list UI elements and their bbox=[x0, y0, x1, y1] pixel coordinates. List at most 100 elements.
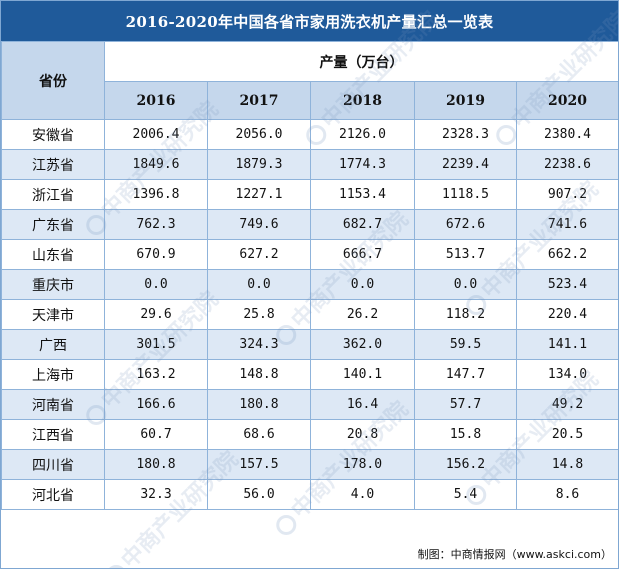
value-cell: 1396.8 bbox=[104, 179, 208, 210]
value-cell: 29.6 bbox=[104, 299, 208, 330]
value-cell: 627.2 bbox=[207, 239, 311, 270]
value-cell: 32.3 bbox=[104, 479, 208, 510]
province-cell: 河北省 bbox=[1, 479, 105, 510]
table-row: 四川省 180.8 157.5 178.0 156.2 14.8 bbox=[1, 449, 618, 480]
value-cell: 118.2 bbox=[414, 299, 517, 330]
value-cell: 1849.6 bbox=[104, 149, 208, 180]
value-cell: 180.8 bbox=[207, 389, 311, 420]
value-cell: 0.0 bbox=[104, 269, 208, 300]
value-cell: 5.4 bbox=[414, 479, 517, 510]
table-title: 2016-2020年中国各省市家用洗衣机产量汇总一览表 bbox=[1, 1, 618, 41]
value-cell: 178.0 bbox=[310, 449, 415, 480]
province-cell: 安徽省 bbox=[1, 119, 105, 150]
value-cell: 134.0 bbox=[516, 359, 618, 390]
value-cell: 59.5 bbox=[414, 329, 517, 360]
table-row: 江苏省 1849.6 1879.3 1774.3 2239.4 2238.6 bbox=[1, 149, 618, 180]
province-cell: 重庆市 bbox=[1, 269, 105, 300]
province-cell: 江西省 bbox=[1, 419, 105, 450]
table-body: 安徽省 2006.4 2056.0 2126.0 2328.3 2380.4 江苏省 1849… bbox=[1, 119, 618, 510]
value-cell: 49.2 bbox=[516, 389, 618, 420]
value-cell: 141.1 bbox=[516, 329, 618, 360]
value-cell: 907.2 bbox=[516, 179, 618, 210]
value-cell: 0.0 bbox=[414, 269, 517, 300]
table-row: 河南省 166.6 180.8 16.4 57.7 49.2 bbox=[1, 389, 618, 420]
table-row: 河北省 32.3 56.0 4.0 5.4 8.6 bbox=[1, 479, 618, 510]
value-cell: 16.4 bbox=[310, 389, 415, 420]
value-cell: 0.0 bbox=[207, 269, 311, 300]
value-cell: 14.8 bbox=[516, 449, 618, 480]
value-cell: 2328.3 bbox=[414, 119, 517, 150]
value-cell: 670.9 bbox=[104, 239, 208, 270]
value-cell: 513.7 bbox=[414, 239, 517, 270]
value-cell: 25.8 bbox=[207, 299, 311, 330]
year-header: 2019 bbox=[414, 81, 517, 120]
value-cell: 180.8 bbox=[104, 449, 208, 480]
source-note: 制图：中商情报网（www.askci.com） bbox=[417, 548, 612, 561]
value-cell: 1153.4 bbox=[310, 179, 415, 210]
value-cell: 662.2 bbox=[516, 239, 618, 270]
value-cell: 749.6 bbox=[207, 209, 311, 240]
watermark-logo-icon bbox=[272, 510, 301, 540]
value-cell: 0.0 bbox=[310, 269, 415, 300]
value-cell: 166.6 bbox=[104, 389, 208, 420]
value-cell: 156.2 bbox=[414, 449, 517, 480]
table-row: 浙江省 1396.8 1227.1 1153.4 1118.5 907.2 bbox=[1, 179, 618, 210]
province-cell: 广东省 bbox=[1, 209, 105, 240]
value-cell: 163.2 bbox=[104, 359, 208, 390]
value-cell: 20.8 bbox=[310, 419, 415, 450]
province-cell: 江苏省 bbox=[1, 149, 105, 180]
table-row: 重庆市 0.0 0.0 0.0 0.0 523.4 bbox=[1, 269, 618, 300]
value-cell: 762.3 bbox=[104, 209, 208, 240]
value-cell: 60.7 bbox=[104, 419, 208, 450]
value-cell: 1118.5 bbox=[414, 179, 517, 210]
value-cell: 666.7 bbox=[310, 239, 415, 270]
value-cell: 140.1 bbox=[310, 359, 415, 390]
value-cell: 682.7 bbox=[310, 209, 415, 240]
province-cell: 天津市 bbox=[1, 299, 105, 330]
year-header-row: 2016 2017 2018 2019 2020 bbox=[2, 81, 618, 120]
value-cell: 324.3 bbox=[207, 329, 311, 360]
table-row: 广西 301.5 324.3 362.0 59.5 141.1 bbox=[1, 329, 618, 360]
province-header: 省份 bbox=[1, 41, 105, 120]
value-cell: 147.7 bbox=[414, 359, 517, 390]
watermark-logo-icon bbox=[102, 560, 131, 568]
value-cell: 2238.6 bbox=[516, 149, 618, 180]
value-cell: 20.5 bbox=[516, 419, 618, 450]
value-cell: 148.8 bbox=[207, 359, 311, 390]
year-header: 2018 bbox=[310, 81, 415, 120]
province-cell: 山东省 bbox=[1, 239, 105, 270]
production-table: 省份 产量（万台） 2016 2017 2018 2019 2020 安徽省 20… bbox=[1, 40, 618, 510]
value-cell: 2126.0 bbox=[310, 119, 415, 150]
province-cell: 河南省 bbox=[1, 389, 105, 420]
province-cell: 广西 bbox=[1, 329, 105, 360]
province-cell: 四川省 bbox=[1, 449, 105, 480]
value-cell: 4.0 bbox=[310, 479, 415, 510]
value-cell: 220.4 bbox=[516, 299, 618, 330]
value-cell: 1879.3 bbox=[207, 149, 311, 180]
value-cell: 523.4 bbox=[516, 269, 618, 300]
table-row: 安徽省 2006.4 2056.0 2126.0 2328.3 2380.4 bbox=[1, 119, 618, 150]
table-row: 江西省 60.7 68.6 20.8 15.8 20.5 bbox=[1, 419, 618, 450]
year-header: 2020 bbox=[516, 81, 618, 120]
value-cell: 741.6 bbox=[516, 209, 618, 240]
value-cell: 56.0 bbox=[207, 479, 311, 510]
table-row: 广东省 762.3 749.6 682.7 672.6 741.6 bbox=[1, 209, 618, 240]
value-cell: 362.0 bbox=[310, 329, 415, 360]
year-header: 2017 bbox=[207, 81, 311, 120]
province-cell: 上海市 bbox=[1, 359, 105, 390]
value-cell: 2239.4 bbox=[414, 149, 517, 180]
unit-header: 产量（万台） bbox=[104, 40, 618, 83]
value-cell: 57.7 bbox=[414, 389, 517, 420]
value-cell: 1227.1 bbox=[207, 179, 311, 210]
value-cell: 672.6 bbox=[414, 209, 517, 240]
value-cell: 2056.0 bbox=[207, 119, 311, 150]
value-cell: 1774.3 bbox=[310, 149, 415, 180]
year-header: 2016 bbox=[104, 81, 208, 120]
province-cell: 浙江省 bbox=[1, 179, 105, 210]
value-cell: 2006.4 bbox=[104, 119, 208, 150]
value-cell: 2380.4 bbox=[516, 119, 618, 150]
value-cell: 26.2 bbox=[310, 299, 415, 330]
value-cell: 301.5 bbox=[104, 329, 208, 360]
value-cell: 68.6 bbox=[207, 419, 311, 450]
